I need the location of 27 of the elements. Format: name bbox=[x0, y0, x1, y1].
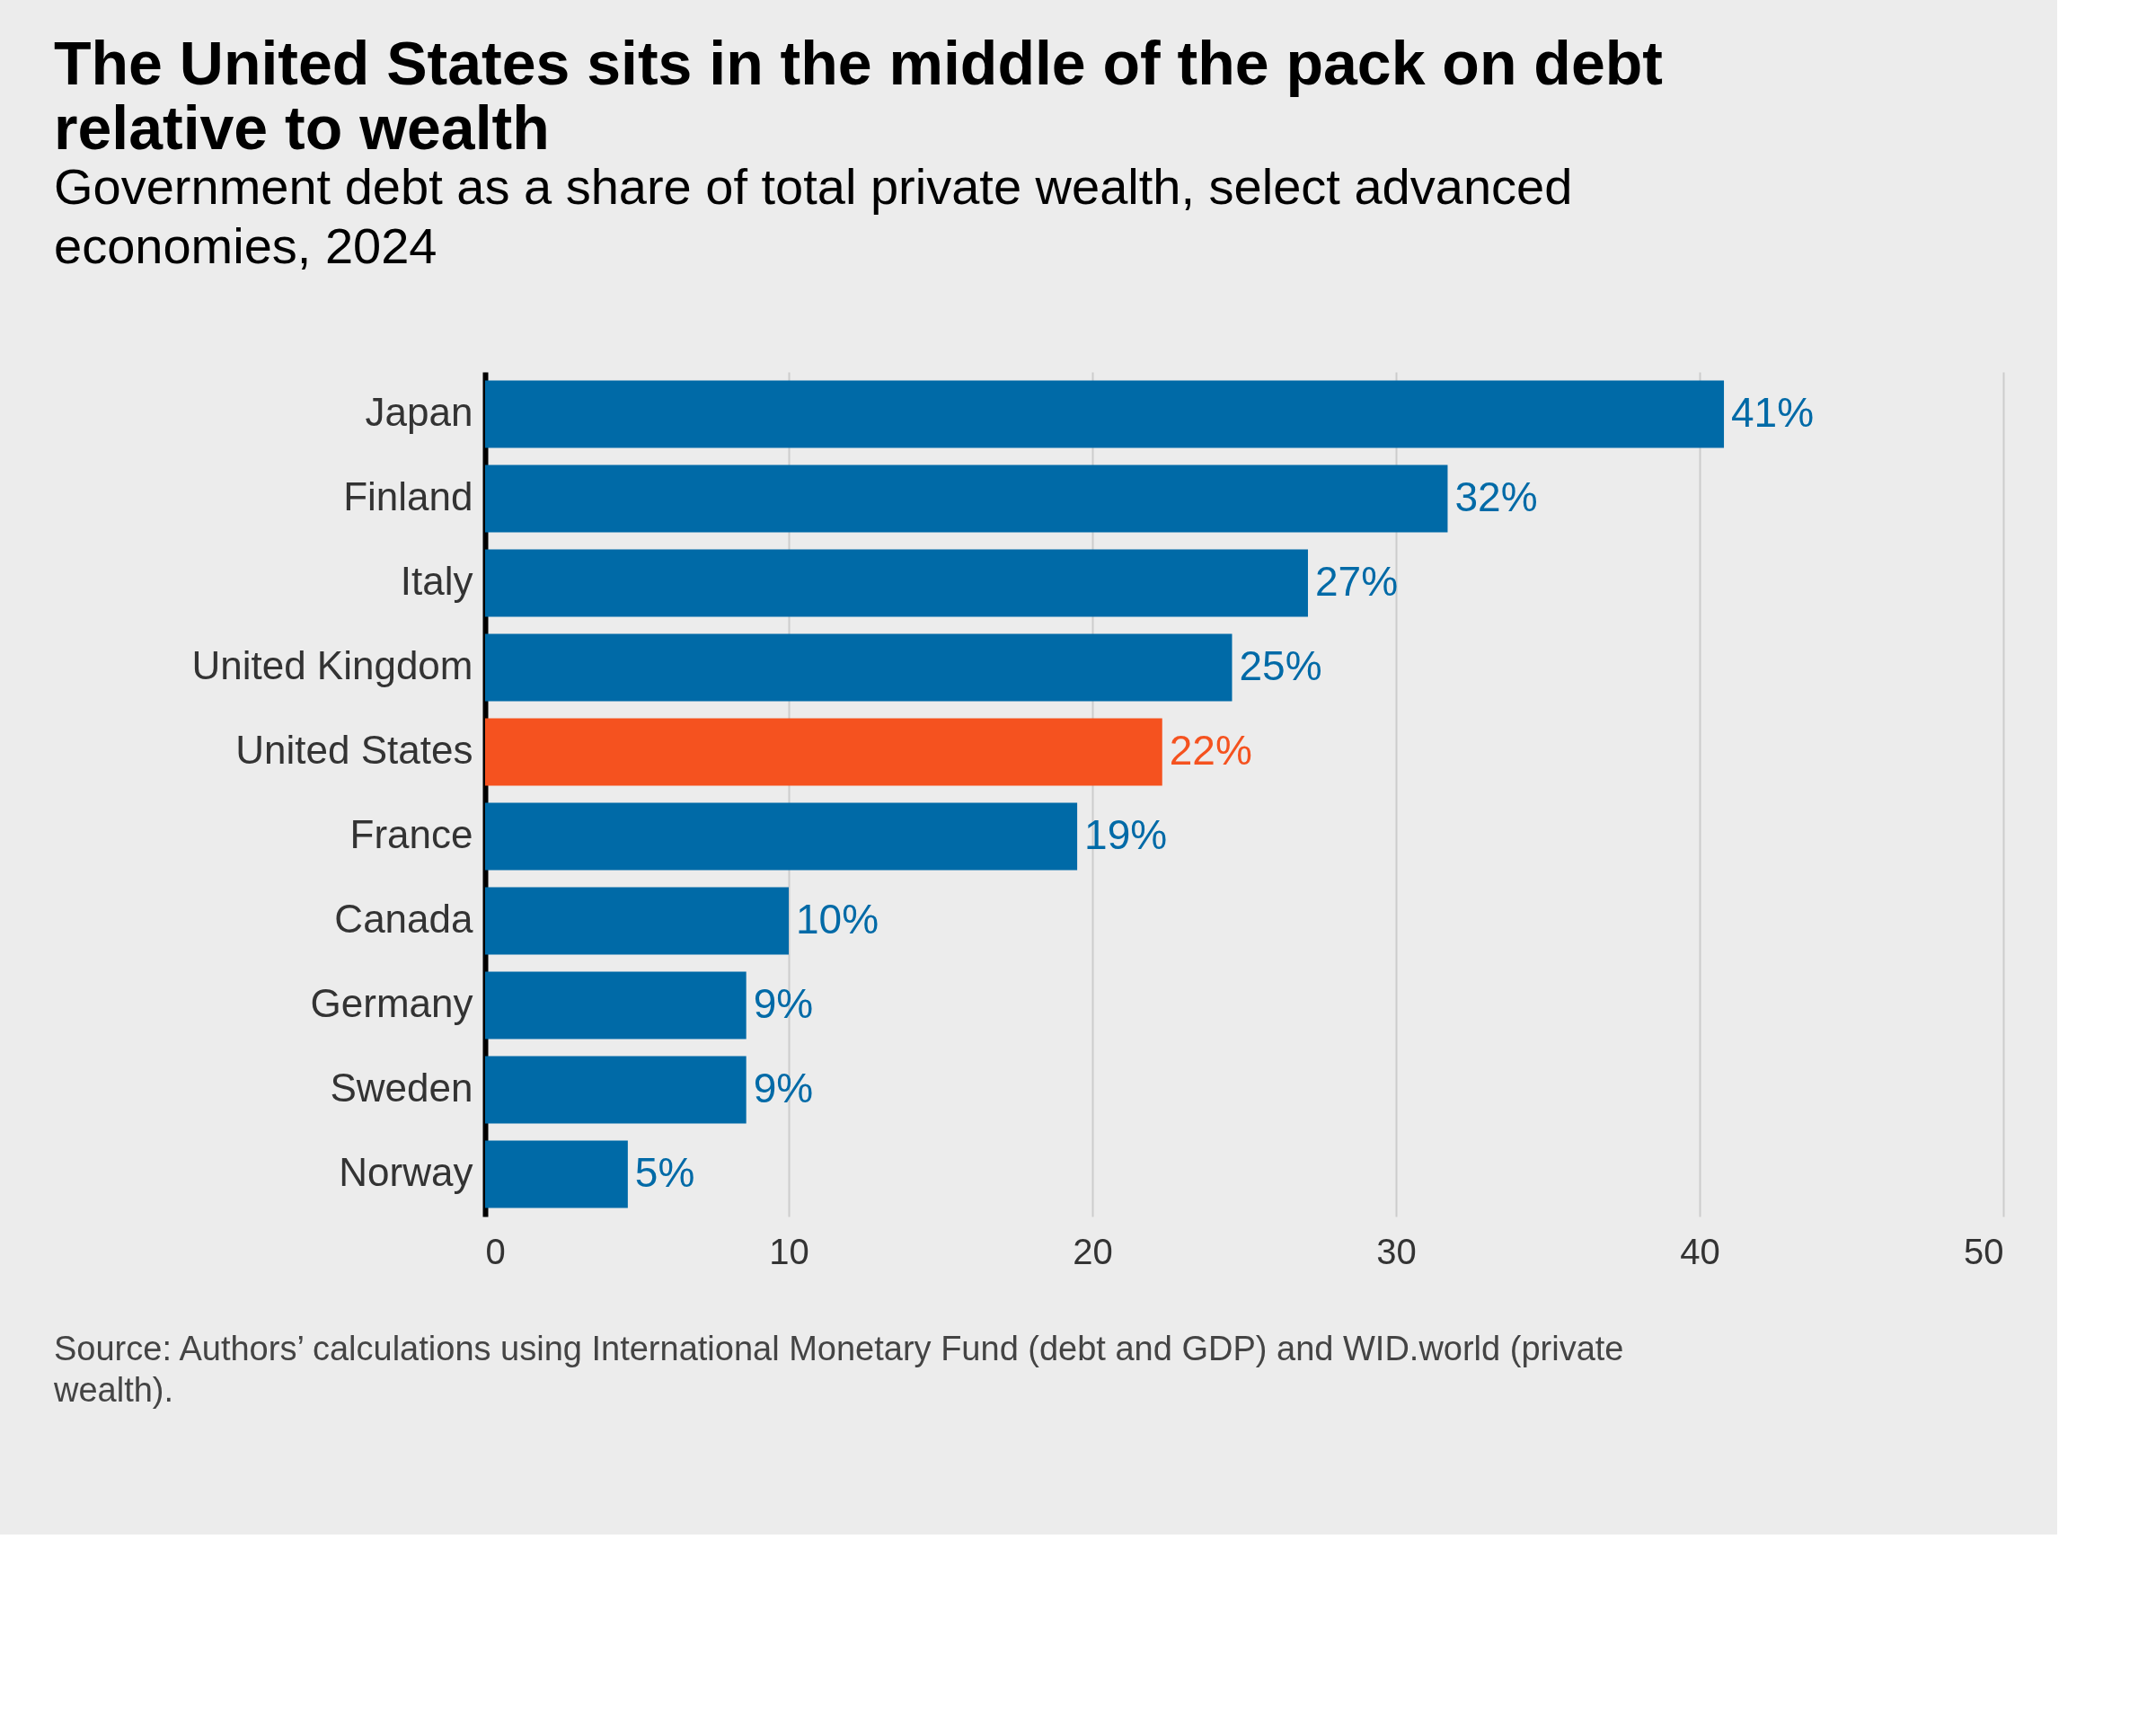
data-label: 5% bbox=[634, 1149, 695, 1196]
data-label: 9% bbox=[753, 1065, 814, 1111]
data-label: 25% bbox=[1239, 642, 1322, 689]
y-tick-label: United States bbox=[235, 728, 473, 772]
source-note: Source: Authors’ calculations using International Monetary Fund (debt and GDP) and WID.world (private wealth). bbox=[53, 1330, 1624, 1409]
x-tick-label: 10 bbox=[769, 1231, 809, 1271]
y-tick-label: United Kingdom bbox=[191, 643, 473, 687]
y-tick-label: Finland bbox=[343, 474, 473, 518]
data-label: 27% bbox=[1314, 558, 1399, 605]
x-tick-label: 30 bbox=[1376, 1231, 1417, 1271]
x-tick-label: 50 bbox=[1964, 1231, 2004, 1271]
y-tick-label: Japan bbox=[365, 390, 473, 434]
data-label: 22% bbox=[1169, 727, 1252, 774]
x-tick-label: 0 bbox=[485, 1231, 506, 1271]
data-label: 19% bbox=[1084, 811, 1168, 858]
y-tick-label: Sweden bbox=[330, 1066, 473, 1110]
x-tick-label: 40 bbox=[1680, 1231, 1720, 1271]
y-tick-label: Germany bbox=[310, 981, 473, 1025]
y-tick-label: Italy bbox=[400, 559, 473, 603]
x-tick-label: 20 bbox=[1073, 1231, 1113, 1271]
data-label: 9% bbox=[753, 980, 814, 1027]
data-label: 10% bbox=[796, 896, 879, 942]
y-tick-label: France bbox=[349, 812, 473, 856]
data-label: 41% bbox=[1731, 389, 1815, 436]
y-tick-label: Canada bbox=[334, 897, 474, 941]
y-tick-label: Norway bbox=[339, 1150, 473, 1194]
data-label: 32% bbox=[1454, 473, 1538, 520]
